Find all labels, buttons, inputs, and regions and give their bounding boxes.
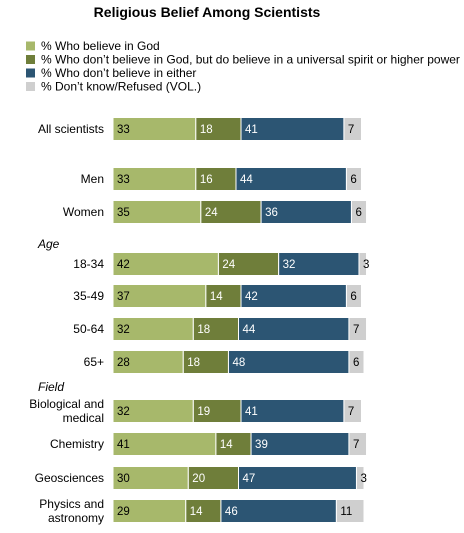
bar-value-label: 46 [225,506,238,518]
bar-value-label: 7 [348,406,354,418]
bar-value-label: 28 [117,357,130,369]
legend: % Who believe in God% Who don’t believe … [26,39,460,94]
category-label: Biological and medical [29,397,104,425]
legend-label: % Don’t know/Refused (VOL.) [41,80,201,94]
bar-value-label: 32 [283,259,296,271]
legend-label: % Who don’t believe in God, but do belie… [41,53,460,67]
chart-title: Religious Belief Among Scientists [94,4,321,20]
bar-value-label: 3 [363,259,369,271]
bar-value-label: 33 [117,124,130,136]
bar-value-label: 48 [232,357,245,369]
legend-label: % Who don’t believe in either [41,66,196,80]
bar-value-label: 14 [220,439,233,451]
category-label: Women [63,205,104,219]
bar-segment [343,117,362,141]
bar-value-label: 7 [348,124,354,136]
category-label: 18-34 [73,257,104,271]
group-heading: Age [37,237,60,251]
bar-segment [227,350,350,374]
bar-value-label: 18 [197,324,210,336]
bar-value-label: 32 [117,324,130,336]
category-label: Men [81,172,104,186]
bar-value-label: 41 [245,406,258,418]
bar-segment [348,317,368,341]
bar-value-label: 35 [117,207,130,219]
category-label: Chemistry [50,437,104,451]
bar-value-label: 18 [187,357,200,369]
bar-value-label: 33 [117,174,130,186]
bar-segment [345,167,362,191]
bar-value-label: 44 [240,174,253,186]
bar-value-label: 6 [350,291,356,303]
bar-value-label: 11 [340,506,352,518]
bar-segment [220,499,337,523]
bar-value-label: 41 [117,439,130,451]
bar-value-label: 44 [243,324,256,336]
bar-segment [355,466,365,490]
category-label: All scientists [38,122,104,136]
bar-value-label: 7 [353,439,359,451]
bar-value-label: 29 [117,506,130,518]
bar-value-label: 47 [243,473,256,485]
bar-value-label: 39 [255,439,268,451]
bar-segment [348,350,365,374]
legend-swatch [26,68,35,78]
bar-segment [238,466,357,490]
bar-value-label: 20 [192,473,205,485]
bar-segment [348,432,368,456]
legend-swatch [26,82,35,91]
bar-value-label: 6 [355,207,361,219]
bar-value-label: 19 [197,406,210,418]
bar-value-label: 3 [360,473,366,485]
bar-value-label: 30 [117,473,130,485]
category-label: Geosciences [35,471,104,485]
bar-value-label: 37 [117,291,130,303]
bar-value-label: 24 [205,207,218,219]
bar-value-label: 6 [353,357,359,369]
category-label: 35-49 [73,289,104,303]
bar-value-label: 14 [210,291,223,303]
bar-value-label: 16 [200,174,213,186]
category-label: 50-64 [73,322,104,336]
bar-value-label: 42 [117,259,130,271]
legend-swatch [26,41,35,51]
bar-value-label: 18 [200,124,213,136]
bar-value-label: 32 [117,406,130,418]
bar-value-label: 14 [190,506,203,518]
category-label: Physics and astronomy [39,497,104,525]
bar-segment [350,200,368,224]
bar-segment [335,499,365,523]
bar-value-label: 6 [350,174,356,186]
bar-value-label: 42 [245,291,258,303]
bar-value-label: 41 [245,124,258,136]
legend-swatch [26,55,35,64]
bar-segment [343,399,362,423]
category-label: 65+ [84,355,104,369]
bar-value-label: 7 [353,324,359,336]
legend-label: % Who believe in God [41,39,160,53]
bar-value-label: 24 [222,259,235,271]
bar-segment [358,252,368,276]
group-heading: Field [38,380,64,394]
bar-segment [345,284,362,308]
bar-value-label: 36 [265,207,278,219]
